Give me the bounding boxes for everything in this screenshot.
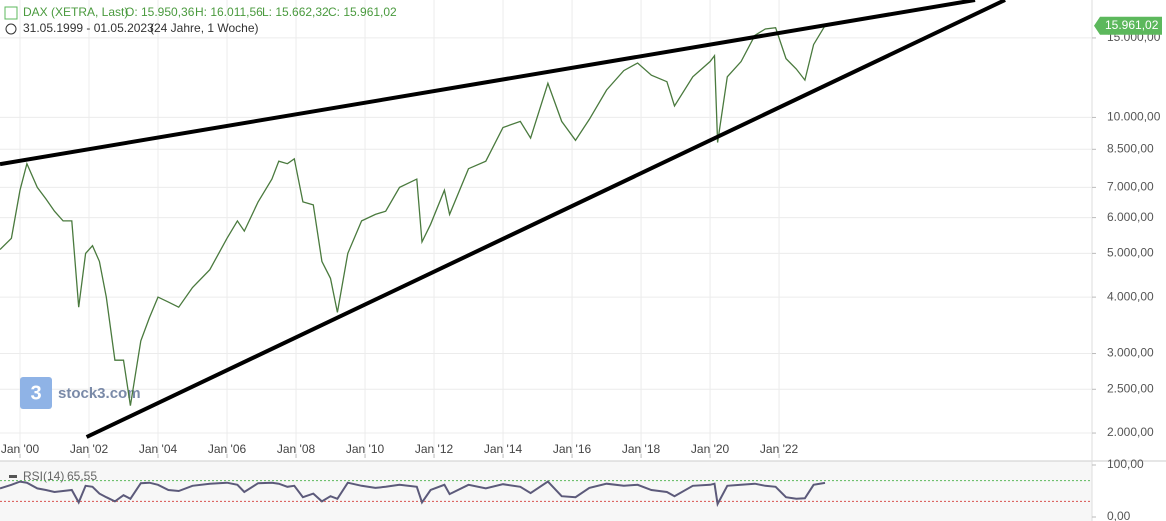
rsi-pane xyxy=(0,461,1092,521)
watermark-logo xyxy=(20,377,52,409)
x-tick-label: Jan '14 xyxy=(484,442,523,456)
low: L: 15.662,32 xyxy=(262,5,329,19)
rsi-current: 65,55 xyxy=(67,469,97,483)
y-tick-label: 2.000,00 xyxy=(1107,425,1154,439)
y-tick-label: 3.000,00 xyxy=(1107,346,1154,360)
high: H: 16.011,56 xyxy=(195,5,263,19)
y-tick-label: 2.500,00 xyxy=(1107,381,1154,395)
y-tick-label: 7.000,00 xyxy=(1107,180,1154,194)
candle-icon xyxy=(4,6,18,20)
x-tick-label: Jan '20 xyxy=(691,442,730,456)
x-tick-label: Jan '06 xyxy=(208,442,247,456)
y-tick-label: 10.000,00 xyxy=(1107,110,1161,124)
instrument: DAX (XETRA, Last) xyxy=(23,5,128,19)
x-tick-label: Jan '00 xyxy=(1,442,40,456)
y-tick-label: 8.500,00 xyxy=(1107,141,1154,155)
x-tick-label: Jan '10 xyxy=(346,442,385,456)
rsi-tick-label: 100,00 xyxy=(1107,457,1144,471)
y-tick-label: 6.000,00 xyxy=(1107,210,1154,224)
trend-line xyxy=(0,0,976,167)
grid xyxy=(0,0,1092,458)
x-tick-label: Jan '16 xyxy=(553,442,592,456)
price-line xyxy=(0,25,826,406)
x-tick-label: Jan '04 xyxy=(139,442,178,456)
y-tick-label: 5.000,00 xyxy=(1107,246,1154,260)
watermark: 3 stock3.com xyxy=(20,377,141,409)
x-tick-label: Jan '02 xyxy=(70,442,109,456)
duration: (24 Jahre, 1 Woche) xyxy=(150,21,259,35)
watermark-logo-glyph: 3 xyxy=(30,382,41,404)
x-tick-label: Jan '18 xyxy=(622,442,661,456)
x-tick-label: Jan '22 xyxy=(760,442,799,456)
watermark-text: stock3.com xyxy=(58,385,141,402)
rsi-name: RSI(14) xyxy=(23,469,64,483)
close: C: 15.961,02 xyxy=(328,5,397,19)
open: O: 15.950,36 xyxy=(125,5,195,19)
last-price-badge xyxy=(1094,16,1162,35)
date-range: 31.05.1999 - 01.05.2023 xyxy=(23,21,154,35)
rsi-legend: RSI(14) 65,55 xyxy=(9,469,97,483)
rsi-legend-swatch xyxy=(9,475,17,478)
last-price-label: 15.961,02 xyxy=(1105,18,1159,32)
x-tick-label: Jan '12 xyxy=(415,442,454,456)
rsi-line xyxy=(0,480,826,508)
trend-line xyxy=(85,0,1006,439)
rsi-tick-label: 0,00 xyxy=(1107,509,1131,521)
y-tick-label: 4.000,00 xyxy=(1107,289,1154,303)
clock-icon xyxy=(5,23,17,35)
header: DAX (XETRA, Last) O: 15.950,36 H: 16.011… xyxy=(4,5,397,35)
x-tick-label: Jan '08 xyxy=(277,442,316,456)
